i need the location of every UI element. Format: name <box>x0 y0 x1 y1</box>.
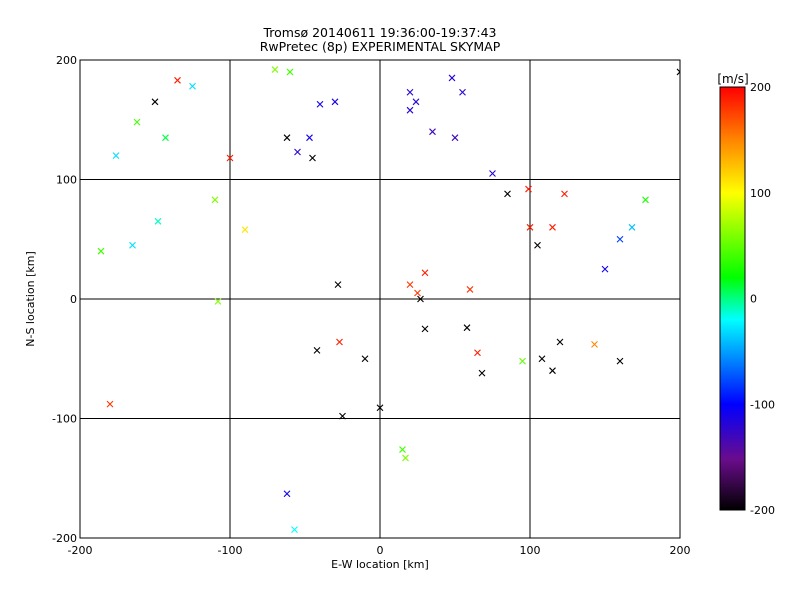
scatter-points <box>97 66 680 534</box>
data-point-x-marker <box>151 98 159 106</box>
data-point-x-marker <box>339 412 346 420</box>
data-point-x-marker <box>336 338 343 346</box>
colorbar-tick-label: -100 <box>750 398 775 411</box>
data-point-x-marker <box>459 88 466 96</box>
data-point-x-marker <box>331 98 339 106</box>
x-tick-label: 100 <box>520 544 541 557</box>
data-point-x-marker <box>451 134 459 142</box>
data-point-x-marker <box>334 281 342 289</box>
data-point-x-marker <box>525 185 532 193</box>
data-point-x-marker <box>174 76 181 84</box>
data-point-x-marker <box>414 289 421 297</box>
data-point-x-marker <box>399 446 406 453</box>
y-tick-label: 200 <box>56 54 77 67</box>
data-point-x-marker <box>519 357 526 365</box>
data-point-x-marker <box>429 128 436 136</box>
data-point-x-marker <box>402 454 409 462</box>
data-point-x-marker <box>412 98 420 106</box>
plot-grid <box>79 59 681 539</box>
colorbar-unit-label: [m/s] <box>717 72 748 86</box>
data-point-x-marker <box>211 196 219 204</box>
y-tick-labels: -200 -100 0 100 200 <box>52 54 77 545</box>
data-point-x-marker <box>226 154 234 162</box>
data-point-x-marker <box>489 170 496 177</box>
data-point-x-marker <box>406 88 414 96</box>
data-point-x-marker <box>133 118 141 126</box>
data-point-x-marker <box>549 223 556 231</box>
data-point-x-marker <box>556 338 564 346</box>
data-point-x-marker <box>534 241 541 249</box>
data-point-x-marker <box>417 295 424 303</box>
data-point-x-marker <box>406 281 414 289</box>
x-axis-label: E-W location [km] <box>331 558 429 571</box>
data-point-x-marker <box>286 68 294 76</box>
data-point-x-marker <box>154 217 162 225</box>
plot-frame <box>79 59 681 539</box>
data-point-x-marker <box>361 355 369 363</box>
data-point-x-marker <box>309 154 316 162</box>
data-point-x-marker <box>561 190 568 198</box>
data-point-x-marker <box>129 241 136 249</box>
data-point-x-marker <box>316 100 324 108</box>
x-tick-label: 0 <box>377 544 384 557</box>
colorbar-tick-label: 0 <box>750 293 757 306</box>
colorbar-tick-labels: 200 100 0 -100 -200 <box>750 81 775 517</box>
y-tick-label: 100 <box>56 174 77 187</box>
data-point-x-marker <box>376 404 384 412</box>
data-point-x-marker <box>283 134 291 142</box>
data-point-x-marker <box>642 196 649 204</box>
colorbar-tick-label: 200 <box>750 81 771 94</box>
data-point-x-marker <box>283 490 291 498</box>
y-tick-label: -100 <box>52 413 77 426</box>
y-tick-label: 0 <box>70 293 77 306</box>
data-point-x-marker <box>474 349 481 357</box>
data-point-x-marker <box>504 190 511 198</box>
data-point-x-marker <box>549 367 556 375</box>
x-tick-labels: -200 -100 0 100 200 <box>68 544 691 557</box>
data-point-x-marker <box>526 223 534 231</box>
data-point-x-marker <box>601 265 609 273</box>
data-point-x-marker <box>406 106 414 114</box>
data-point-x-marker <box>616 357 624 365</box>
data-point-x-marker <box>162 134 169 142</box>
data-point-x-marker <box>97 247 105 255</box>
x-tick-label: 200 <box>670 544 691 557</box>
x-tick-label: -100 <box>218 544 243 557</box>
data-point-x-marker <box>538 355 546 363</box>
colorbar-tick-label: 100 <box>750 187 771 200</box>
data-point-x-marker <box>421 325 429 333</box>
data-point-x-marker <box>106 400 114 408</box>
chart-title: Tromsø 20140611 19:36:00-19:37:43 <box>262 25 496 40</box>
data-point-x-marker <box>306 134 313 142</box>
data-point-x-marker <box>448 74 456 82</box>
data-point-x-marker <box>421 269 429 277</box>
y-axis-label: N-S location [km] <box>24 251 37 347</box>
data-point-x-marker <box>241 226 249 234</box>
data-point-x-marker <box>189 82 196 90</box>
chart-subtitle: RwPretec (8p) EXPERIMENTAL SKYMAP <box>260 39 501 54</box>
data-point-x-marker <box>463 324 471 332</box>
y-tick-label: -200 <box>52 532 77 545</box>
data-point-x-marker <box>291 526 298 534</box>
colorbar-tick-label: -200 <box>750 504 775 517</box>
data-point-x-marker <box>591 341 598 348</box>
data-point-x-marker <box>112 152 120 159</box>
data-point-x-marker <box>628 223 636 231</box>
colorbar <box>719 86 746 511</box>
data-point-x-marker <box>214 298 222 305</box>
data-point-x-marker <box>466 286 474 293</box>
x-tick-label: -200 <box>68 544 93 557</box>
data-point-x-marker <box>478 369 486 377</box>
data-point-x-marker <box>616 235 624 243</box>
data-point-x-marker <box>271 66 279 73</box>
data-point-x-marker <box>676 68 680 76</box>
data-point-x-marker <box>294 148 301 156</box>
data-point-x-marker <box>313 346 321 354</box>
